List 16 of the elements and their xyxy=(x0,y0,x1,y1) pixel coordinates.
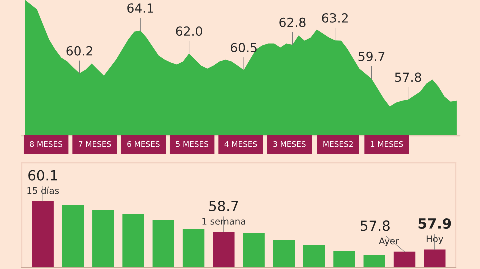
data-label: 59.7 xyxy=(358,52,385,62)
data-label: 57.8 xyxy=(361,220,390,232)
data-label: 60.2 xyxy=(66,46,92,56)
data-label: 58.7 xyxy=(210,200,238,212)
data-label: 57.8 xyxy=(395,72,422,82)
annotation: Hoy xyxy=(426,236,444,244)
data-label: 62.8 xyxy=(280,18,306,28)
annotation: Ayer xyxy=(379,238,400,246)
data-label: 60.5 xyxy=(231,43,257,53)
data-label: 60.1 xyxy=(28,170,58,181)
annotation: 15 días xyxy=(28,186,60,194)
annotation: 1 semana xyxy=(202,218,246,225)
data-label: 64.1 xyxy=(128,4,154,14)
data-label: 63.2 xyxy=(322,13,348,23)
data-label: 62.0 xyxy=(176,26,202,36)
data-label: 57.9 xyxy=(418,218,452,229)
